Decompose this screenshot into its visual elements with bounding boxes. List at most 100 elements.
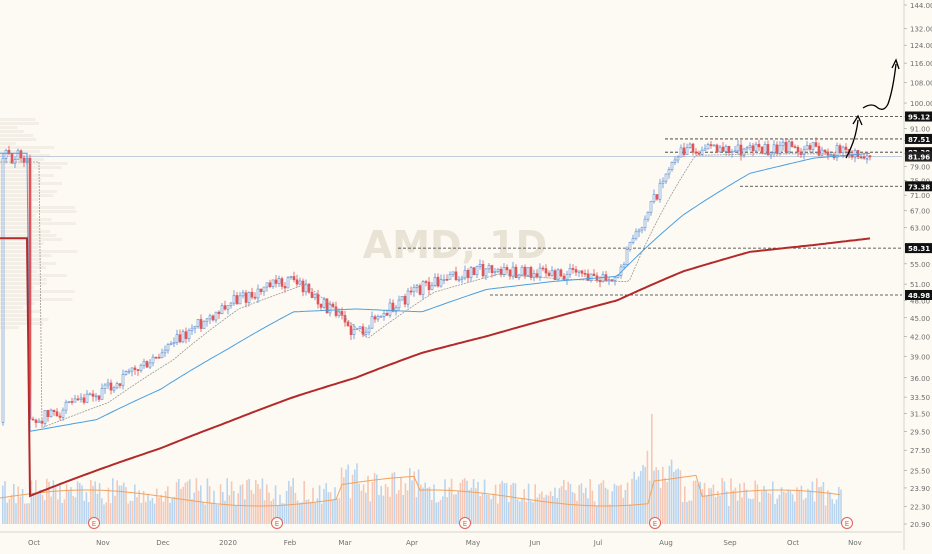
candle-body <box>139 364 143 371</box>
volume-bar <box>523 489 525 524</box>
candle-body <box>172 342 176 345</box>
candle-body <box>523 266 527 276</box>
volume-bar <box>294 492 297 524</box>
volume-bar <box>151 498 154 524</box>
volume-bar <box>235 505 237 524</box>
volume-bar <box>591 490 594 524</box>
candle-body <box>313 294 317 298</box>
volume-profile-bar <box>0 222 76 225</box>
y-axis-tick-label: 144.00 <box>910 2 932 10</box>
volume-bar <box>61 503 63 524</box>
y-axis-tick-label: 71.00 <box>910 192 930 200</box>
volume-bar <box>171 497 173 524</box>
volume-bar <box>288 480 290 524</box>
candle-body <box>259 288 263 293</box>
volume-bar <box>525 501 528 524</box>
candle-body <box>841 146 845 154</box>
volume-bar <box>6 502 8 524</box>
volume-bar <box>217 504 220 524</box>
volume-profile-bar <box>0 138 37 141</box>
candle-body <box>610 279 614 281</box>
candle-body <box>550 270 554 276</box>
candle-body <box>514 266 518 278</box>
candle-body <box>22 157 26 163</box>
volume-bar <box>114 495 116 524</box>
candle-body <box>478 264 482 267</box>
volume-bar <box>356 463 358 524</box>
volume-bar <box>228 495 231 524</box>
volume-bar <box>215 504 217 524</box>
candle-body <box>208 315 212 320</box>
candle-body <box>382 313 386 317</box>
volume-bar <box>589 479 591 524</box>
volume-bar <box>398 490 400 524</box>
volume-bar <box>767 492 770 524</box>
candle-body <box>268 282 272 287</box>
candle-body <box>811 142 815 150</box>
x-axis-label: Jun <box>529 539 541 547</box>
volume-bar <box>673 471 675 524</box>
candle-body <box>49 409 53 417</box>
candle-body <box>628 242 632 250</box>
volume-bar <box>8 498 11 524</box>
volume-bar <box>101 498 103 524</box>
volume-bar <box>142 490 145 524</box>
volume-profile-bar <box>0 202 33 205</box>
projection-arrow-path-1 <box>845 119 859 159</box>
candle-body <box>280 278 284 287</box>
volume-profile-bar <box>0 170 34 173</box>
volume-bar <box>59 485 61 524</box>
candle-body <box>52 409 56 413</box>
candle-body <box>427 281 431 291</box>
candle-body <box>403 296 407 305</box>
volume-bar <box>96 493 99 524</box>
candle-body <box>553 270 557 280</box>
candle-body <box>835 145 839 159</box>
price-level-tag-label: 95.12 <box>908 114 930 122</box>
volume-bar <box>607 489 609 524</box>
candle-body <box>67 401 71 403</box>
volume-profile-bar <box>0 302 35 305</box>
volume-bar <box>569 484 572 524</box>
candle-body <box>670 162 674 170</box>
volume-average-line <box>0 474 841 507</box>
volume-bar <box>134 484 136 524</box>
candle-body <box>205 318 209 322</box>
volume-bar <box>10 494 13 524</box>
candle-body <box>580 270 584 274</box>
volume-bar <box>741 497 743 524</box>
price-level-tag <box>905 181 932 192</box>
candle-body <box>733 150 737 153</box>
candle-body <box>814 142 818 147</box>
volume-bar <box>107 487 110 524</box>
volume-bar <box>277 505 279 524</box>
volume-bar <box>838 486 840 524</box>
volume-bar <box>745 489 748 524</box>
candle-body <box>430 285 434 291</box>
candle-body <box>505 267 509 271</box>
volume-bar <box>94 481 96 524</box>
volume-bar <box>246 480 248 524</box>
candle-body <box>529 267 533 278</box>
volume-profile-bar <box>0 250 78 253</box>
candle-body <box>4 149 8 159</box>
candle-body <box>676 156 680 161</box>
volume-bar <box>505 483 508 524</box>
volume-bar <box>547 495 550 524</box>
candle-body <box>187 330 191 339</box>
volume-bar <box>422 487 424 524</box>
volume-bar <box>21 489 24 524</box>
candle-body <box>709 144 713 146</box>
x-axis-label: Dec <box>156 539 170 547</box>
candle-body <box>865 155 869 159</box>
candle-body <box>169 343 173 346</box>
y-axis-tick-label: 45.00 <box>910 315 930 323</box>
volume-bar <box>560 486 563 524</box>
volume-bar <box>794 501 796 524</box>
volume-bar <box>74 497 77 524</box>
earnings-marker <box>88 517 100 529</box>
volume-profile-bar <box>0 298 73 301</box>
volume-bar <box>772 481 774 524</box>
